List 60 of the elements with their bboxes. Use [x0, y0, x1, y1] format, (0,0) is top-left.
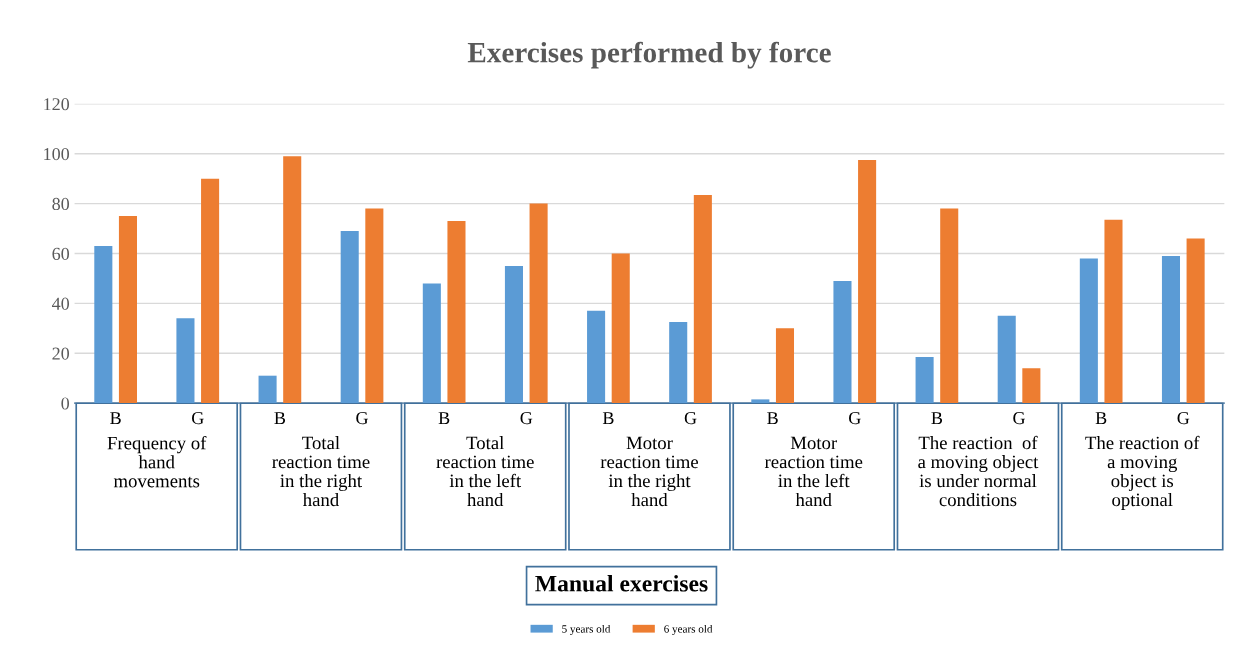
bar: [858, 159, 877, 404]
legend-label: 6 years old: [664, 624, 713, 635]
bar: [176, 318, 195, 404]
x-tick-label: B: [438, 412, 450, 425]
bar: [340, 231, 359, 404]
text: The reaction of a moving object is optional: [1085, 435, 1200, 510]
bar: [201, 178, 220, 404]
bar: [669, 322, 688, 404]
bar: [1022, 368, 1041, 404]
x-tick-label: G: [849, 412, 861, 425]
text: Manual exercises: [535, 574, 708, 592]
bar: [940, 208, 959, 404]
bar: [365, 208, 384, 404]
y-tick-label: 40: [52, 297, 70, 310]
bar: [775, 328, 795, 404]
bar: [1161, 255, 1181, 404]
bar: [283, 156, 302, 404]
x-tick-label: B: [767, 412, 778, 425]
x-tick-label: B: [1095, 412, 1107, 425]
bar: [611, 253, 630, 404]
bar: [504, 265, 523, 404]
x-tick-label: G: [356, 412, 368, 425]
bar: [1186, 238, 1205, 404]
bar: [258, 375, 277, 404]
bar: [529, 203, 548, 404]
chart-title: Exercises performed by force: [467, 41, 831, 69]
text: Motor reaction time in the left hand: [764, 436, 863, 507]
y-tick-label: 0: [61, 397, 70, 410]
bar: [94, 246, 113, 404]
x-tick-label: G: [1013, 412, 1025, 425]
text: Total reaction time in the right hand: [272, 436, 370, 507]
x-tick-label: G: [520, 412, 533, 425]
x-tick-label: B: [931, 412, 943, 425]
bar: [447, 221, 466, 404]
legend-label: 5 years old: [562, 624, 611, 635]
text: Total reaction time in the left hand: [436, 436, 534, 507]
y-tick-label: 120: [44, 98, 70, 111]
bar: [1079, 258, 1098, 404]
y-tick-label: 20: [52, 347, 70, 360]
x-tick-label: G: [684, 412, 697, 425]
bar: [693, 194, 712, 404]
y-tick-label: 60: [52, 247, 70, 260]
bar: [997, 315, 1016, 404]
text: Frequency of hand movements: [107, 436, 207, 488]
x-tick-label: G: [191, 412, 204, 425]
y-tick-label: 100: [44, 147, 70, 161]
x-tick-label: G: [1177, 412, 1190, 425]
text: The reaction of a moving object is under normal conditions: [918, 435, 1039, 507]
bar: [118, 216, 137, 404]
bar: [915, 356, 934, 404]
bar: [751, 399, 770, 404]
bar: [1104, 219, 1123, 404]
x-tick-label: B: [602, 412, 614, 425]
bar: [833, 280, 852, 404]
x-tick-label: B: [110, 412, 121, 425]
text: Motor reaction time in the right hand: [600, 436, 699, 507]
bar: [587, 310, 606, 404]
bar: [422, 283, 441, 404]
x-tick-label: B: [274, 412, 286, 425]
y-tick-label: 80: [52, 197, 70, 211]
